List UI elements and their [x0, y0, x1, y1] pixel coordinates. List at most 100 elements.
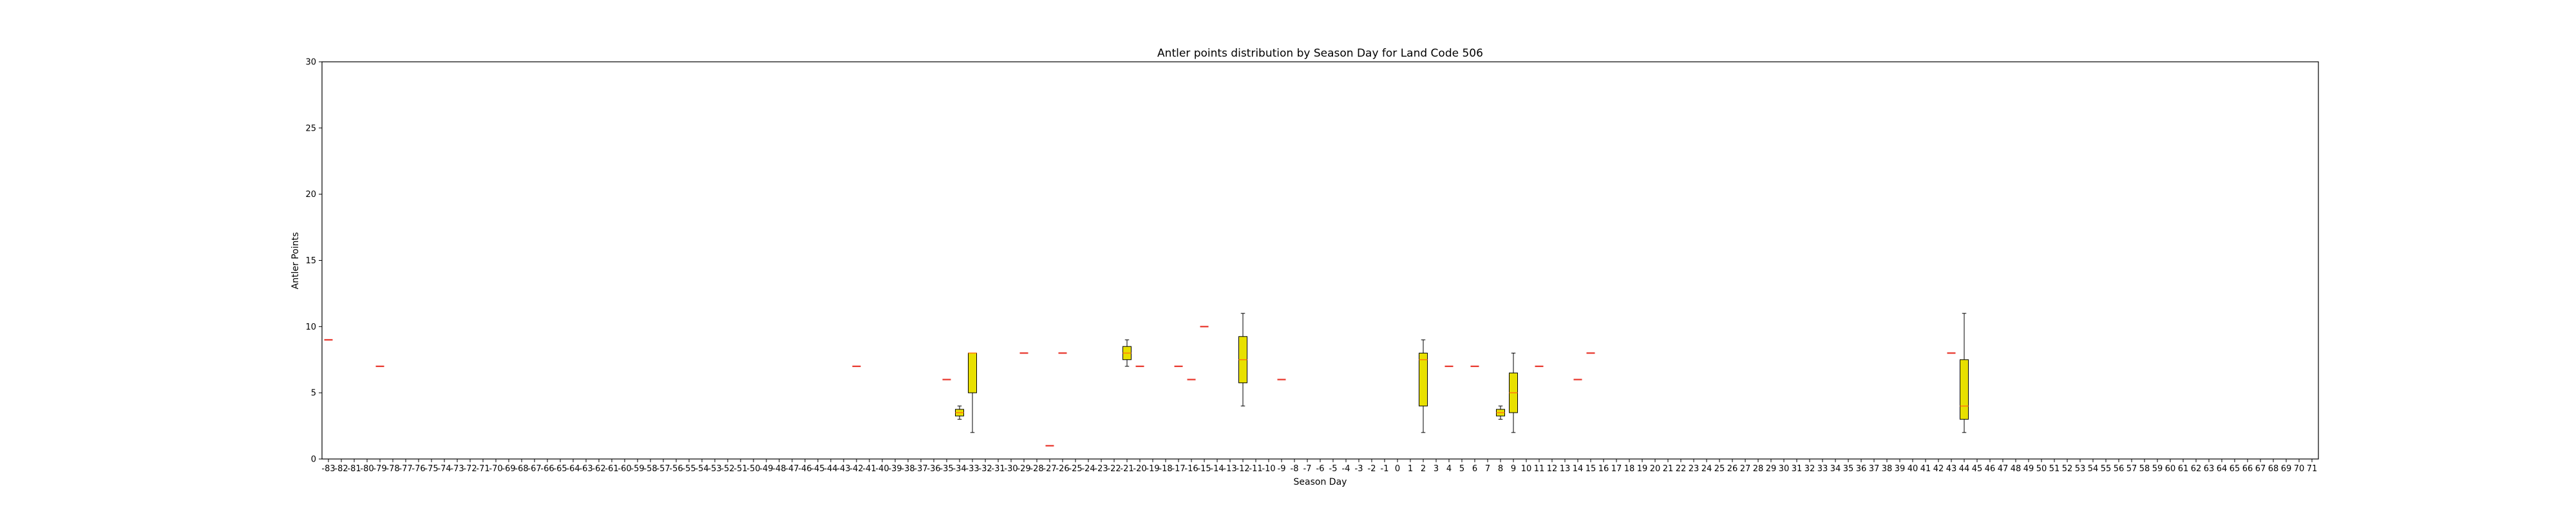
x-tick-label: -32 — [978, 464, 992, 474]
x-tick-label: 22 — [1676, 464, 1687, 474]
box-plot-day--34 — [955, 406, 964, 420]
x-tick-label: -76 — [412, 464, 425, 474]
y-axis: 0 5 10 15 20 25 30 — [305, 58, 322, 465]
x-tick-label: 0 — [1395, 464, 1400, 474]
x-tick-label: -80 — [360, 464, 374, 474]
x-tick-label: 30 — [1779, 464, 1790, 474]
x-tick-label: -58 — [643, 464, 657, 474]
x-tick-label: 36 — [1856, 464, 1867, 474]
x-tick-label: 25 — [1714, 464, 1725, 474]
x-tick-label: 33 — [1817, 464, 1828, 474]
x-tick-label: -54 — [695, 464, 708, 474]
x-tick-label: 7 — [1485, 464, 1490, 474]
x-tick-label: -70 — [489, 464, 502, 474]
x-tick-label: -13 — [1223, 464, 1236, 474]
x-tick-label: 31 — [1792, 464, 1803, 474]
x-tick-label: -14 — [1210, 464, 1224, 474]
x-tick-label: 69 — [2281, 464, 2292, 474]
x-tick-label: 42 — [1933, 464, 1944, 474]
x-tick-label: -19 — [1146, 464, 1159, 474]
x-tick-label: -52 — [721, 464, 734, 474]
x-tick-label: 19 — [1637, 464, 1648, 474]
x-tick-label: -41 — [862, 464, 876, 474]
x-tick-label: -68 — [515, 464, 528, 474]
x-tick-label: -53 — [708, 464, 721, 474]
x-tick-label: 29 — [1766, 464, 1777, 474]
x-tick-label: -81 — [347, 464, 361, 474]
x-tick-label: -31 — [991, 464, 1005, 474]
chart-title: Antler points distribution by Season Day… — [1157, 47, 1483, 60]
x-tick-label: 59 — [2152, 464, 2163, 474]
x-tick-label: -82 — [334, 464, 348, 474]
x-tick-label: 68 — [2268, 464, 2279, 474]
x-tick-label: 13 — [1560, 464, 1571, 474]
x-tick-label: -8 — [1291, 464, 1299, 474]
x-tick-label: -1 — [1381, 464, 1389, 474]
y-tick-label: 5 — [311, 389, 316, 398]
plot-frame — [321, 61, 2319, 460]
x-tick-label: -5 — [1329, 464, 1338, 474]
x-tick-label: -60 — [618, 464, 631, 474]
x-tick-label: -18 — [1159, 464, 1172, 474]
box-plot-day-8 — [1496, 406, 1505, 420]
x-tick-label: -12 — [1236, 464, 1249, 474]
x-tick-label: 65 — [2230, 464, 2240, 474]
x-tick-label: -2 — [1368, 464, 1376, 474]
x-tick-label: 15 — [1586, 464, 1596, 474]
x-tick-label: -30 — [1004, 464, 1018, 474]
x-tick-label: 1 — [1408, 464, 1413, 474]
x-tick-label: 10 — [1521, 464, 1532, 474]
x-tick-label: 64 — [2217, 464, 2228, 474]
x-tick-label: -21 — [1120, 464, 1133, 474]
x-tick-label: 56 — [2114, 464, 2125, 474]
x-tick-label: 17 — [1611, 464, 1622, 474]
x-tick-label: 40 — [1908, 464, 1918, 474]
x-tick-label: -39 — [888, 464, 902, 474]
x-tick-label: 66 — [2242, 464, 2253, 474]
x-tick-label: 28 — [1753, 464, 1764, 474]
x-tick-label: 12 — [1547, 464, 1558, 474]
x-tick-label: -15 — [1197, 464, 1211, 474]
x-tick-label: -6 — [1316, 464, 1325, 474]
x-tick-label: -45 — [811, 464, 824, 474]
x-tick-label: 53 — [2075, 464, 2086, 474]
x-tick-label: -3 — [1355, 464, 1363, 474]
x-tick-label: 43 — [1946, 464, 1957, 474]
x-tick-label: 41 — [1920, 464, 1931, 474]
x-tick-label: 26 — [1727, 464, 1738, 474]
x-tick-label: -49 — [759, 464, 773, 474]
x-tick-label: 24 — [1701, 464, 1712, 474]
x-tick-label: 58 — [2139, 464, 2150, 474]
iqr-box — [1960, 359, 1969, 420]
x-tick-label: 20 — [1650, 464, 1661, 474]
x-tick-label: -77 — [399, 464, 412, 474]
x-tick-label: -63 — [579, 464, 592, 474]
y-tick-label: 0 — [311, 455, 316, 465]
x-tick-label: 67 — [2255, 464, 2266, 474]
x-tick-label: 62 — [2191, 464, 2202, 474]
x-tick-label: -25 — [1068, 464, 1082, 474]
box-plot-day--21 — [1122, 339, 1132, 367]
x-tick-label: -64 — [566, 464, 580, 474]
x-tick-label: -48 — [772, 464, 786, 474]
x-tick-label: 48 — [2011, 464, 2022, 474]
x-tick-label: -59 — [630, 464, 644, 474]
x-tick-label: 27 — [1740, 464, 1751, 474]
x-tick-label: 4 — [1446, 464, 1452, 474]
x-tick-label: 45 — [1972, 464, 1983, 474]
x-tick-label: 52 — [2062, 464, 2073, 474]
x-tick-label: -37 — [914, 464, 927, 474]
x-tick-label: 49 — [2023, 464, 2034, 474]
x-tick-label: 16 — [1598, 464, 1609, 474]
box-series — [324, 313, 1969, 447]
x-tick-label: -44 — [824, 464, 837, 474]
x-tick-label: -22 — [1107, 464, 1121, 474]
y-tick-label: 10 — [305, 323, 316, 332]
y-tick-label: 20 — [305, 190, 316, 200]
x-tick-label: 21 — [1663, 464, 1674, 474]
x-tick-label: -66 — [540, 464, 554, 474]
x-tick-label: 11 — [1534, 464, 1545, 474]
x-tick-label: 54 — [2088, 464, 2099, 474]
x-tick-label: 55 — [2101, 464, 2112, 474]
x-tick-label: -23 — [1094, 464, 1108, 474]
